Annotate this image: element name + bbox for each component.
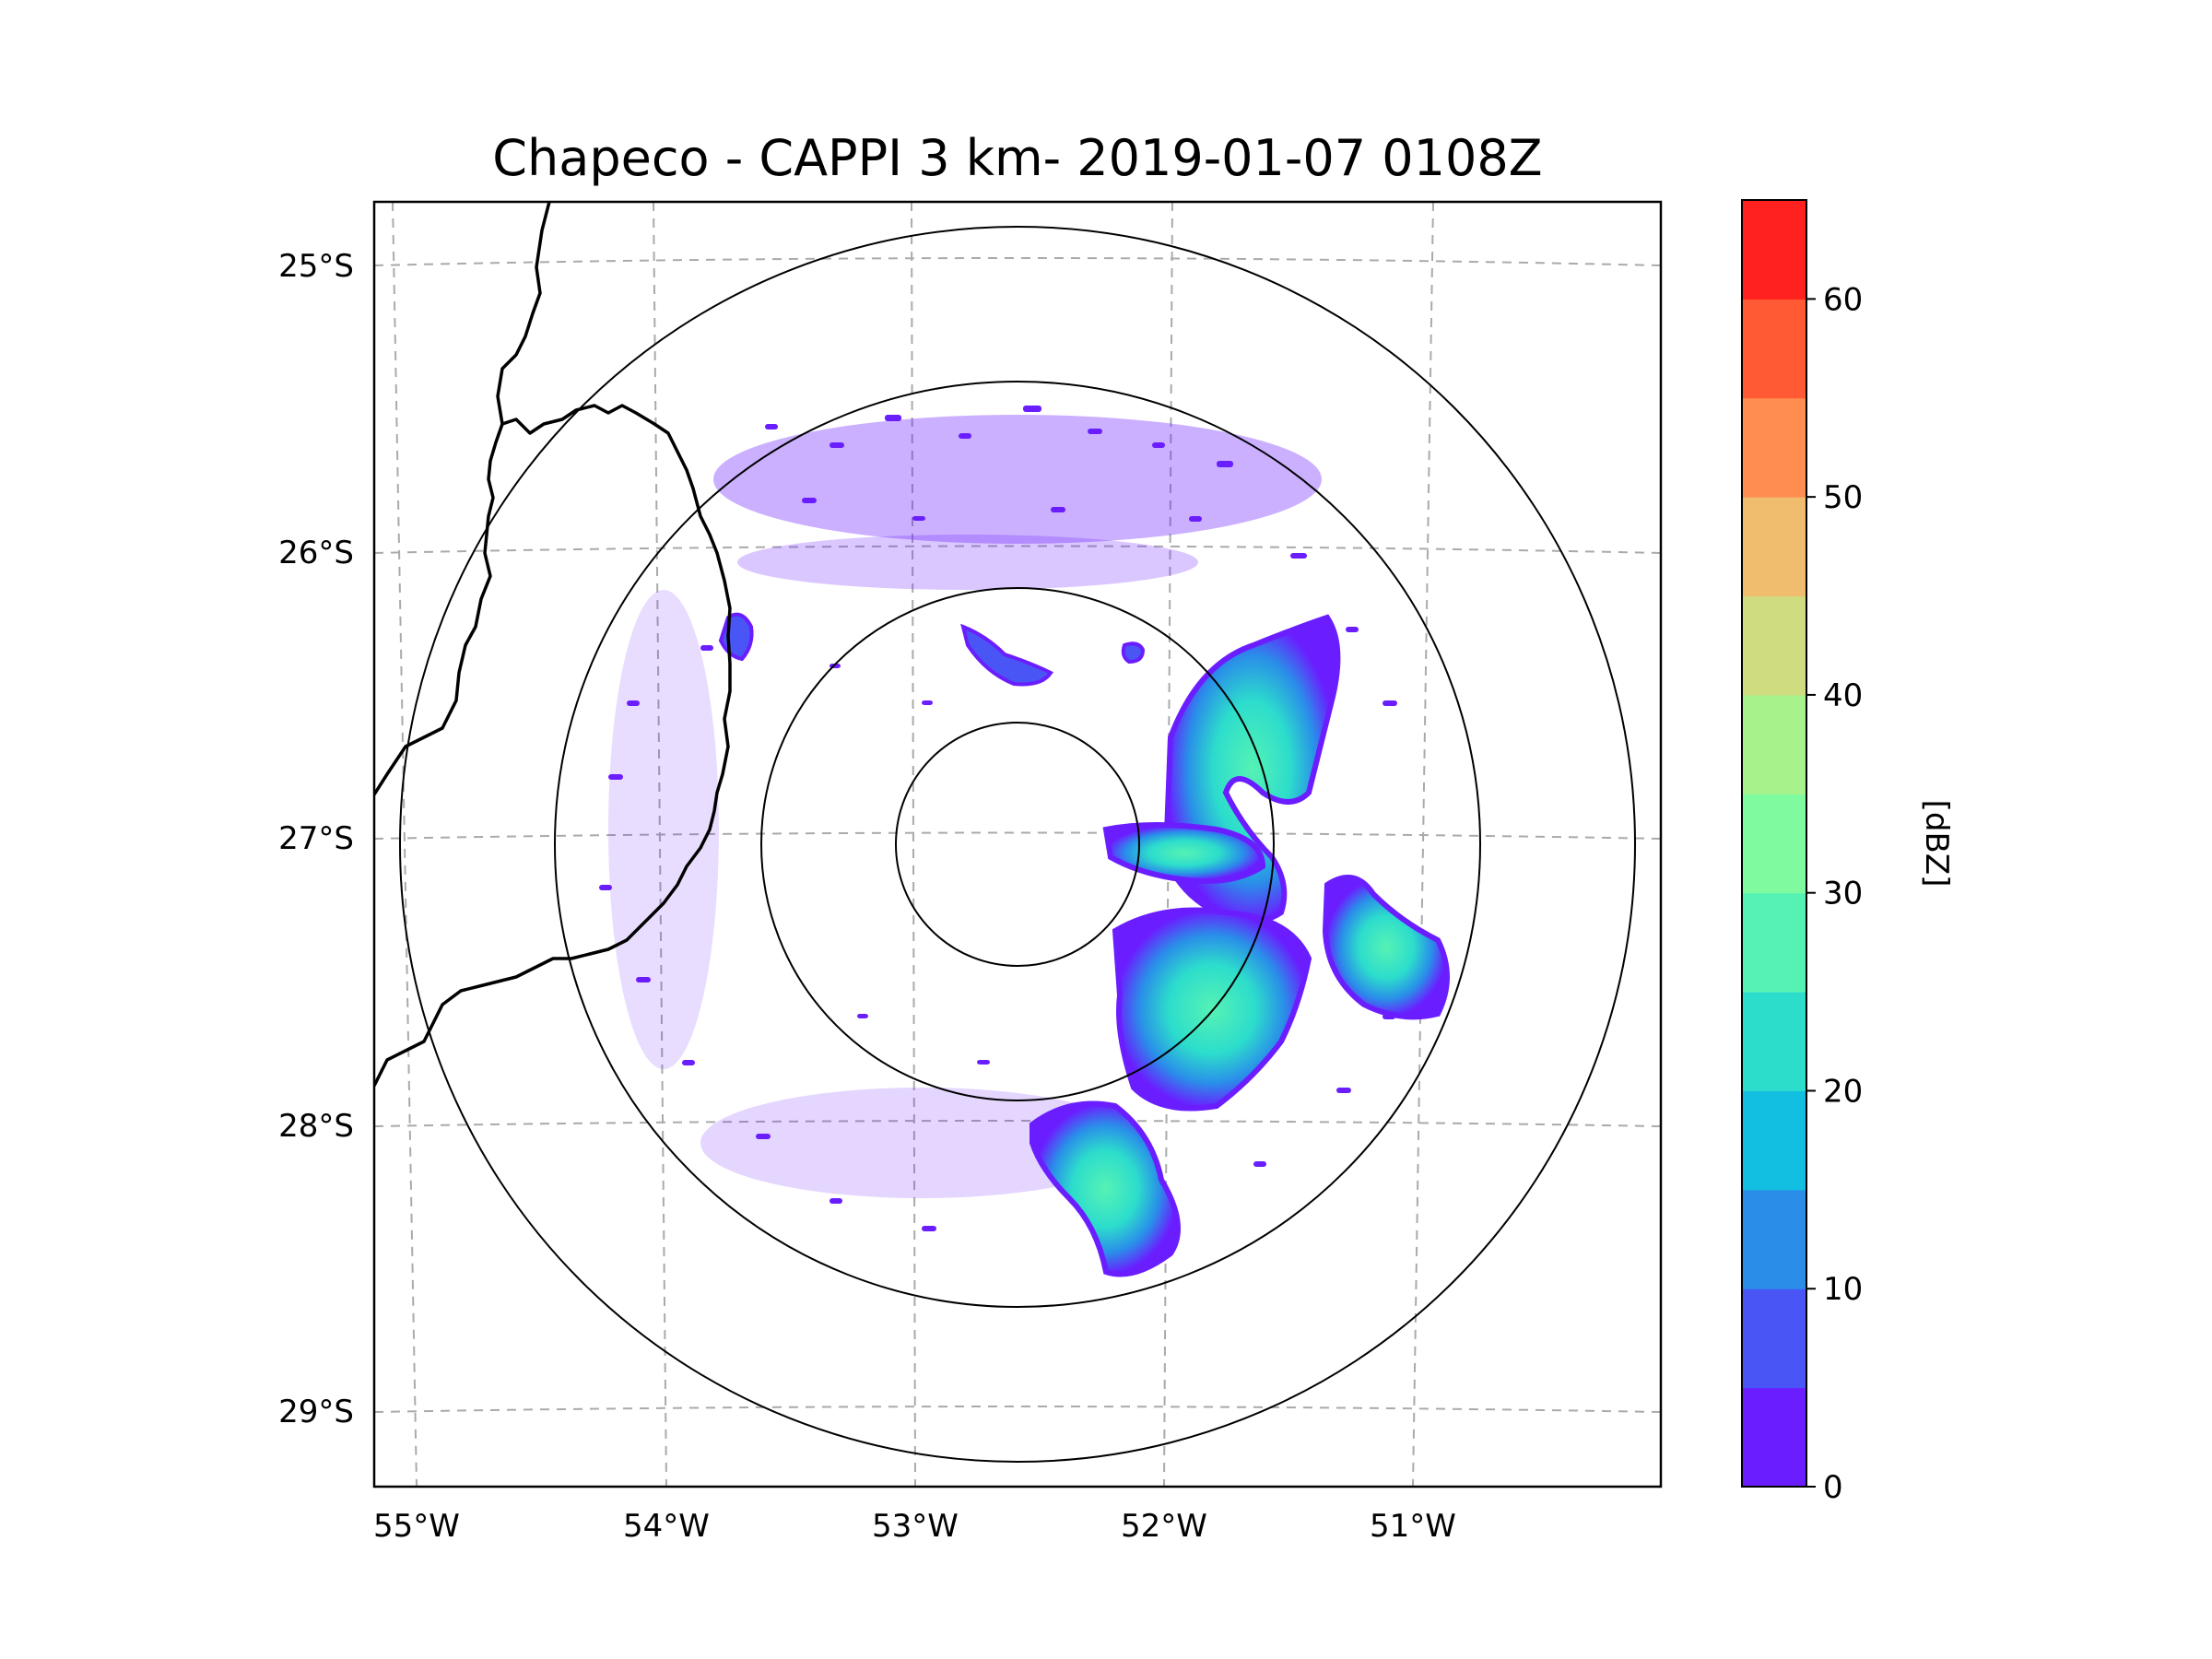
echo-cell-north: [960, 623, 1053, 687]
colorbar-band: [1742, 595, 1806, 696]
colorbar-band: [1742, 992, 1806, 1091]
lon-tick-label: 51°W: [1370, 1508, 1456, 1545]
convective-cells: [718, 612, 1450, 1277]
colorbar-tick-label: 20: [1823, 1073, 1863, 1110]
colorbar-tick-label: 60: [1823, 281, 1863, 318]
colorbar-band: [1742, 892, 1806, 993]
colorbar-band: [1742, 1387, 1806, 1488]
colorbar-bands: [1742, 200, 1806, 1488]
gridline-lon-55: [392, 202, 418, 1487]
colorbar-band: [1742, 299, 1806, 399]
colorbar-tick-label: 0: [1823, 1469, 1843, 1506]
colorbar-tick-label: 30: [1823, 876, 1863, 912]
colorbar-tick-label: 40: [1823, 677, 1863, 714]
map-panel: [372, 200, 1663, 1488]
colorbar-frame: [1741, 199, 1807, 1488]
political-borders: [374, 202, 732, 1087]
lat-tick-label: 28°S: [278, 1108, 354, 1145]
scattered-clutter: [599, 406, 1397, 1231]
echo-cell-south: [1030, 1100, 1181, 1277]
colorbar-band: [1742, 1189, 1806, 1289]
border-paraguay-argentina: [374, 202, 551, 795]
echo-cell-small-north: [1121, 641, 1146, 665]
echo-cell-west-ring: [1102, 822, 1266, 884]
colorbar-tick-label: 50: [1823, 479, 1863, 516]
echo-cell-southeast: [1322, 875, 1450, 1020]
echo-cell-central: [1112, 907, 1312, 1112]
colorbar-tick-label: 10: [1823, 1271, 1863, 1308]
gridline-lon-52: [1163, 202, 1173, 1487]
border-argentina-brazil: [374, 404, 732, 1087]
colorbar-label: [dBZ]: [1918, 800, 1955, 888]
colorbar-band: [1742, 200, 1806, 300]
map-frame: [372, 200, 1663, 1488]
gridlines: [374, 202, 1661, 1487]
colorbar-band: [1742, 497, 1806, 597]
gridline-lon-51: [1412, 202, 1434, 1487]
colorbar-band: [1742, 1090, 1806, 1191]
range-ring-4: [399, 226, 1636, 1463]
gridline-lon-53: [911, 202, 916, 1487]
lat-tick-label: 29°S: [278, 1394, 354, 1430]
lon-tick-label: 55°W: [373, 1508, 460, 1545]
colorbar-band: [1742, 694, 1806, 794]
colorbar-ticks: 0 10 20 30 40 50 60: [1806, 281, 1863, 1506]
lon-tick-label: 52°W: [1121, 1508, 1207, 1545]
lat-tick-labels: 25°S 26°S 27°S 28°S 29°S: [278, 248, 354, 1430]
map-background: [374, 202, 1661, 1487]
range-ring-3: [554, 381, 1481, 1308]
range-rings: [399, 226, 1636, 1463]
gridline-lon-54: [653, 202, 667, 1487]
colorbar-band: [1742, 1288, 1806, 1389]
figure-title: Chapeco - CAPPI 3 km- 2019-01-07 0108Z: [492, 129, 1542, 187]
range-ring-1: [895, 722, 1140, 967]
lat-tick-label: 26°S: [278, 535, 354, 571]
lat-tick-label: 25°S: [278, 248, 354, 285]
lon-tick-labels: 55°W 54°W 53°W 52°W 51°W: [373, 1508, 1456, 1545]
lon-tick-label: 53°W: [872, 1508, 959, 1545]
colorbar-band: [1742, 794, 1806, 894]
colorbar: 0 10 20 30 40 50 60 [dBZ]: [1741, 199, 1955, 1506]
lon-tick-label: 54°W: [623, 1508, 710, 1545]
range-ring-2: [760, 587, 1275, 1101]
colorbar-band: [1742, 397, 1806, 498]
lat-tick-label: 27°S: [278, 820, 354, 857]
reflectivity-echoes: [599, 406, 1450, 1277]
